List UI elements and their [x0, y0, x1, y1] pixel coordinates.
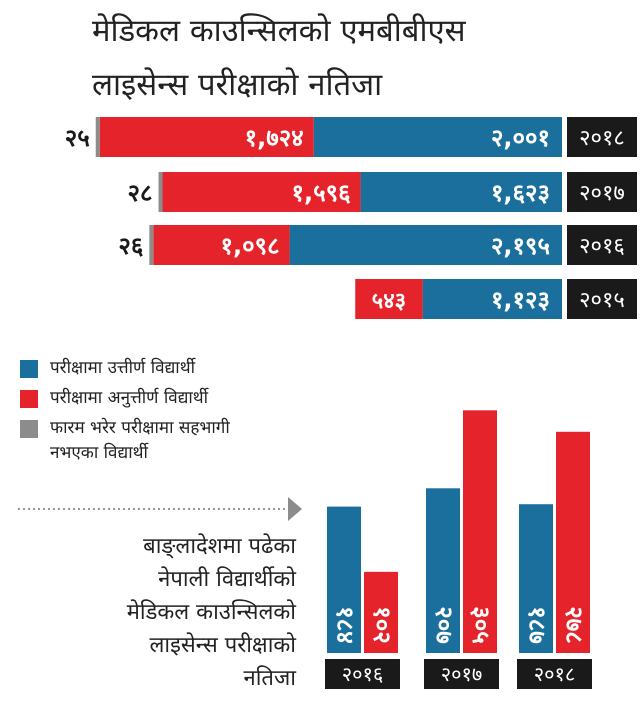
year-label: २०१८: [534, 662, 576, 686]
column-label-failed: २७८: [560, 606, 588, 643]
legend-label-failed: परीक्षामा अनुत्तीर्ण विद्यार्थी: [50, 388, 209, 408]
legend: परीक्षामा उत्तीर्ण विद्यार्थी परीक्षामा …: [20, 356, 320, 463]
legend-swatch-passed: [20, 360, 38, 378]
title-line-2: लाइसेन्स परीक्षाको नतिजा: [92, 67, 383, 103]
column-label-passed: २०७: [430, 606, 458, 643]
bar-absent: [95, 117, 100, 157]
bar-passed: [422, 279, 562, 319]
column-label-passed: १८७: [523, 606, 551, 643]
column-passed: [519, 504, 553, 653]
legend-item-passed: परीक्षामा उत्तीर्ण विद्यार्थी: [20, 356, 320, 386]
data-label-passed: २,००१: [491, 124, 550, 152]
column-label-passed: १८४: [331, 606, 359, 643]
caption-line: बाङ्लादेशमा पढेका: [143, 534, 296, 559]
caption-line: नेपाली विद्यार्थीको: [158, 567, 296, 592]
bar-passed: [313, 117, 562, 157]
caption-line: लाइसेन्स परीक्षाको: [149, 633, 297, 658]
data-label-absent: २६: [118, 232, 143, 260]
data-label-passed: २,१९५: [491, 232, 550, 260]
legend-item-absent: फारम भरेर परीक्षामा सहभागी नभएका विद्यार…: [20, 416, 320, 463]
column-failed: [556, 431, 590, 653]
year-label: २०१७: [579, 181, 625, 206]
column-label-failed: ३०५: [467, 606, 495, 643]
year-label: २०१६: [342, 662, 384, 686]
data-label-absent: २५: [65, 124, 90, 152]
column-failed: [463, 410, 497, 653]
arrow-right-icon: [288, 497, 302, 521]
data-label-passed: १,६२३: [491, 179, 550, 207]
year-label-box: [325, 659, 400, 689]
divider-arrow: [18, 497, 302, 521]
year-label-box: [567, 279, 637, 319]
bar-failed: [153, 225, 290, 265]
legend-item-failed: परीक्षामा अनुत्तीर्ण विद्यार्थी: [20, 386, 320, 416]
horizontal-stacked-bar-chart: २,००१ १,७२४ २५ २०१८ १,६२३ १,५९६ २८ २०१७ २,१९५ १,०…: [65, 117, 637, 319]
bar-absent: [149, 225, 154, 265]
data-label-absent: २८: [128, 179, 153, 207]
column-passed: [327, 506, 361, 653]
column-failed: [364, 571, 398, 653]
data-label-failed: १,०९८: [221, 232, 280, 260]
data-label-failed: १,५९६: [292, 179, 351, 207]
chart-title: मेडिकल काउन्सिलको एमबीबीएस लाइसेन्स परीक…: [92, 4, 632, 112]
caption-line: मेडिकल काउन्सिलको: [126, 600, 296, 625]
bar-failed: [99, 117, 314, 157]
vertical-bar-chart: १८४ १०२ २०१६ २०७ ३०५ २०१७ १८७ २७८ २०१८: [325, 410, 592, 689]
title-line-1: मेडिकल काउन्सिलको एमबीबीएस: [92, 13, 466, 49]
legend-label-passed: परीक्षामा उत्तीर्ण विद्यार्थी: [50, 358, 195, 378]
bar-failed: [355, 279, 423, 319]
data-label-failed: ५४३: [372, 289, 406, 314]
year-label: २०१७: [441, 662, 483, 686]
bar-passed: [360, 172, 562, 212]
year-label-box: [517, 659, 592, 689]
year-label-box: [567, 225, 637, 265]
column-label-failed: १०२: [368, 606, 396, 643]
legend-swatch-absent: [20, 420, 38, 438]
bar-passed: [289, 225, 562, 265]
year-label: २०१५: [579, 288, 625, 313]
bar-failed: [162, 172, 361, 212]
year-label-box: [424, 659, 499, 689]
caption: बाङ्लादेशमा पढेका नेपाली विद्यार्थीको मे…: [46, 530, 296, 695]
year-label: २०१८: [579, 126, 625, 151]
caption-line: नतिजा: [243, 666, 296, 691]
legend-label-absent: फारम भरेर परीक्षामा सहभागी नभएका विद्यार…: [50, 418, 230, 463]
column-passed: [426, 488, 460, 653]
year-label-box: [567, 117, 637, 157]
legend-swatch-failed: [20, 390, 38, 408]
data-label-passed: १,१२३: [491, 286, 550, 314]
year-label: २०१६: [579, 234, 625, 259]
data-label-failed: १,७२४: [245, 124, 304, 152]
year-label-box: [567, 172, 637, 212]
bar-absent: [158, 172, 163, 212]
